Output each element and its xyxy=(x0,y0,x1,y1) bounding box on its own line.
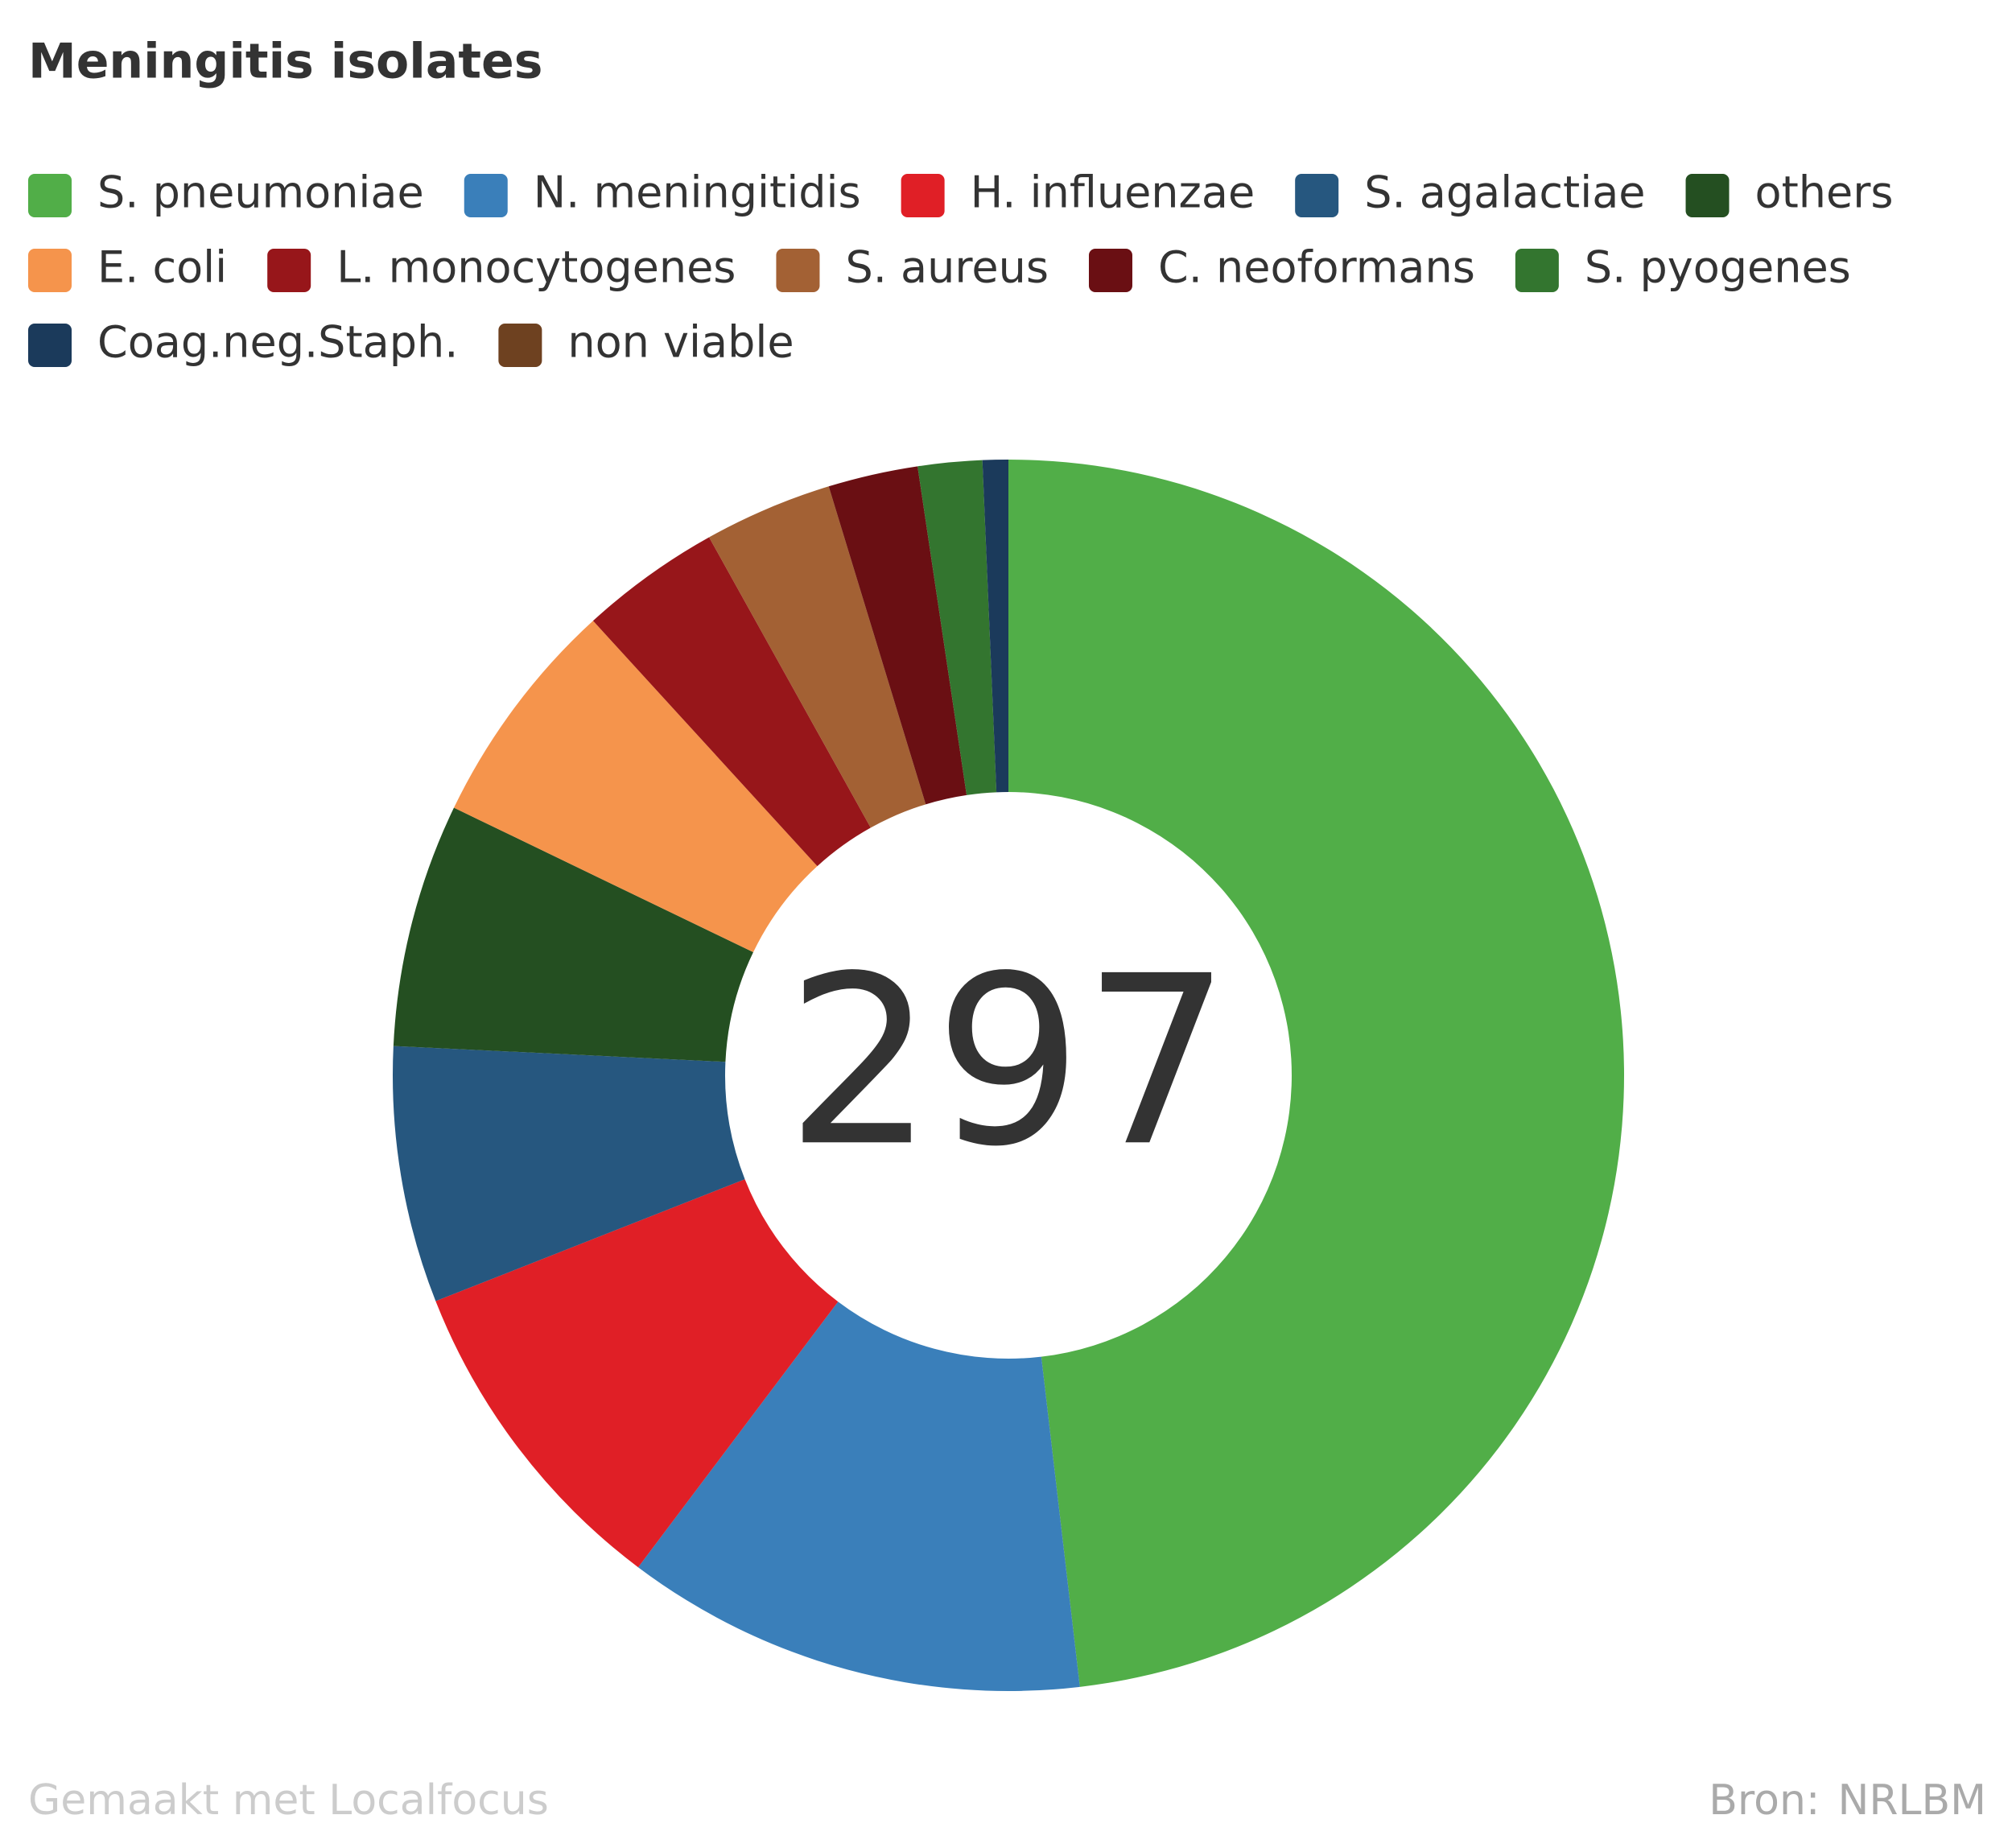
legend: S. pneumoniae N. meningitidis H. influenza… xyxy=(28,167,1894,368)
legend-label: S. pyogenes xyxy=(1585,242,1851,293)
source: NRLBM xyxy=(1837,1776,1986,1825)
legend-label: non viable xyxy=(567,317,794,368)
donut-slice xyxy=(393,1046,745,1301)
legend-item: C. neoformans xyxy=(1088,242,1475,293)
legend-swatch xyxy=(28,174,72,217)
legend-item: H. influenzae xyxy=(901,167,1255,218)
legend-label: N. meningitidis xyxy=(534,167,861,218)
legend-swatch xyxy=(28,249,72,292)
donut xyxy=(393,460,1625,1691)
donut-slice xyxy=(393,807,753,1062)
legend-label: E. coli xyxy=(97,242,227,293)
donut-slice xyxy=(982,460,1008,793)
source-label: Bron: xyxy=(1709,1776,1820,1825)
donut-slice xyxy=(435,1179,839,1568)
donut-slice xyxy=(454,621,818,953)
legend-label: H. influenzae xyxy=(971,167,1255,218)
legend-swatch xyxy=(901,174,945,217)
center-total: 297 xyxy=(785,926,1231,1198)
legend-label: Coag.neg.Staph. xyxy=(97,317,458,368)
donut-slice xyxy=(637,1301,1080,1691)
legend-item: S. agalactiae xyxy=(1295,167,1646,218)
legend-label: others xyxy=(1755,167,1894,218)
legend-swatch xyxy=(1088,249,1132,292)
legend-item: L. monocytogenes xyxy=(267,242,736,293)
donut-slice xyxy=(828,466,967,805)
legend-swatch xyxy=(28,324,72,367)
legend-swatch xyxy=(1515,249,1559,292)
legend-swatch xyxy=(498,324,542,367)
legend-label: S. pneumoniae xyxy=(97,167,424,218)
legend-item: S. aureus xyxy=(776,242,1049,293)
legend-item: Coag.neg.Staph. xyxy=(28,317,458,368)
donut-slice xyxy=(709,486,926,828)
chart-title: Meningitis isolates xyxy=(28,34,542,90)
legend-swatch xyxy=(267,249,311,292)
legend-label: S. aureus xyxy=(845,242,1049,293)
legend-item: E. coli xyxy=(28,242,227,293)
credit: Gemaakt met Localfocus xyxy=(28,1776,549,1825)
donut-slice xyxy=(592,537,871,867)
legend-swatch xyxy=(464,174,508,217)
legend-swatch xyxy=(1295,174,1339,217)
legend-item: S. pyogenes xyxy=(1515,242,1851,293)
legend-item: others xyxy=(1685,167,1894,218)
legend-item: non viable xyxy=(498,317,794,368)
legend-item: N. meningitidis xyxy=(464,167,861,218)
legend-label: L. monocytogenes xyxy=(336,242,736,293)
legend-item: S. pneumoniae xyxy=(28,167,424,218)
donut-slice xyxy=(917,460,997,795)
legend-label: S. agalactiae xyxy=(1364,167,1645,218)
legend-swatch xyxy=(1685,174,1730,217)
donut-slice xyxy=(1008,460,1625,1687)
legend-swatch xyxy=(776,249,820,292)
legend-label: C. neoformans xyxy=(1158,242,1475,293)
